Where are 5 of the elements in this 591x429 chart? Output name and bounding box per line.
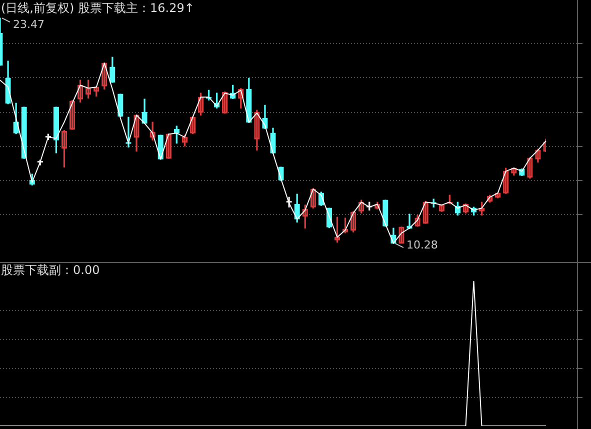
candlestick: [398, 226, 404, 244]
chart-title: (日线,前复权) 股票下载主：16.29↑: [1, 1, 194, 16]
annotation: 10.28: [406, 238, 438, 252]
annotation: 23.47: [13, 18, 44, 31]
chart-title: 股票下载副：0.00: [1, 263, 100, 278]
